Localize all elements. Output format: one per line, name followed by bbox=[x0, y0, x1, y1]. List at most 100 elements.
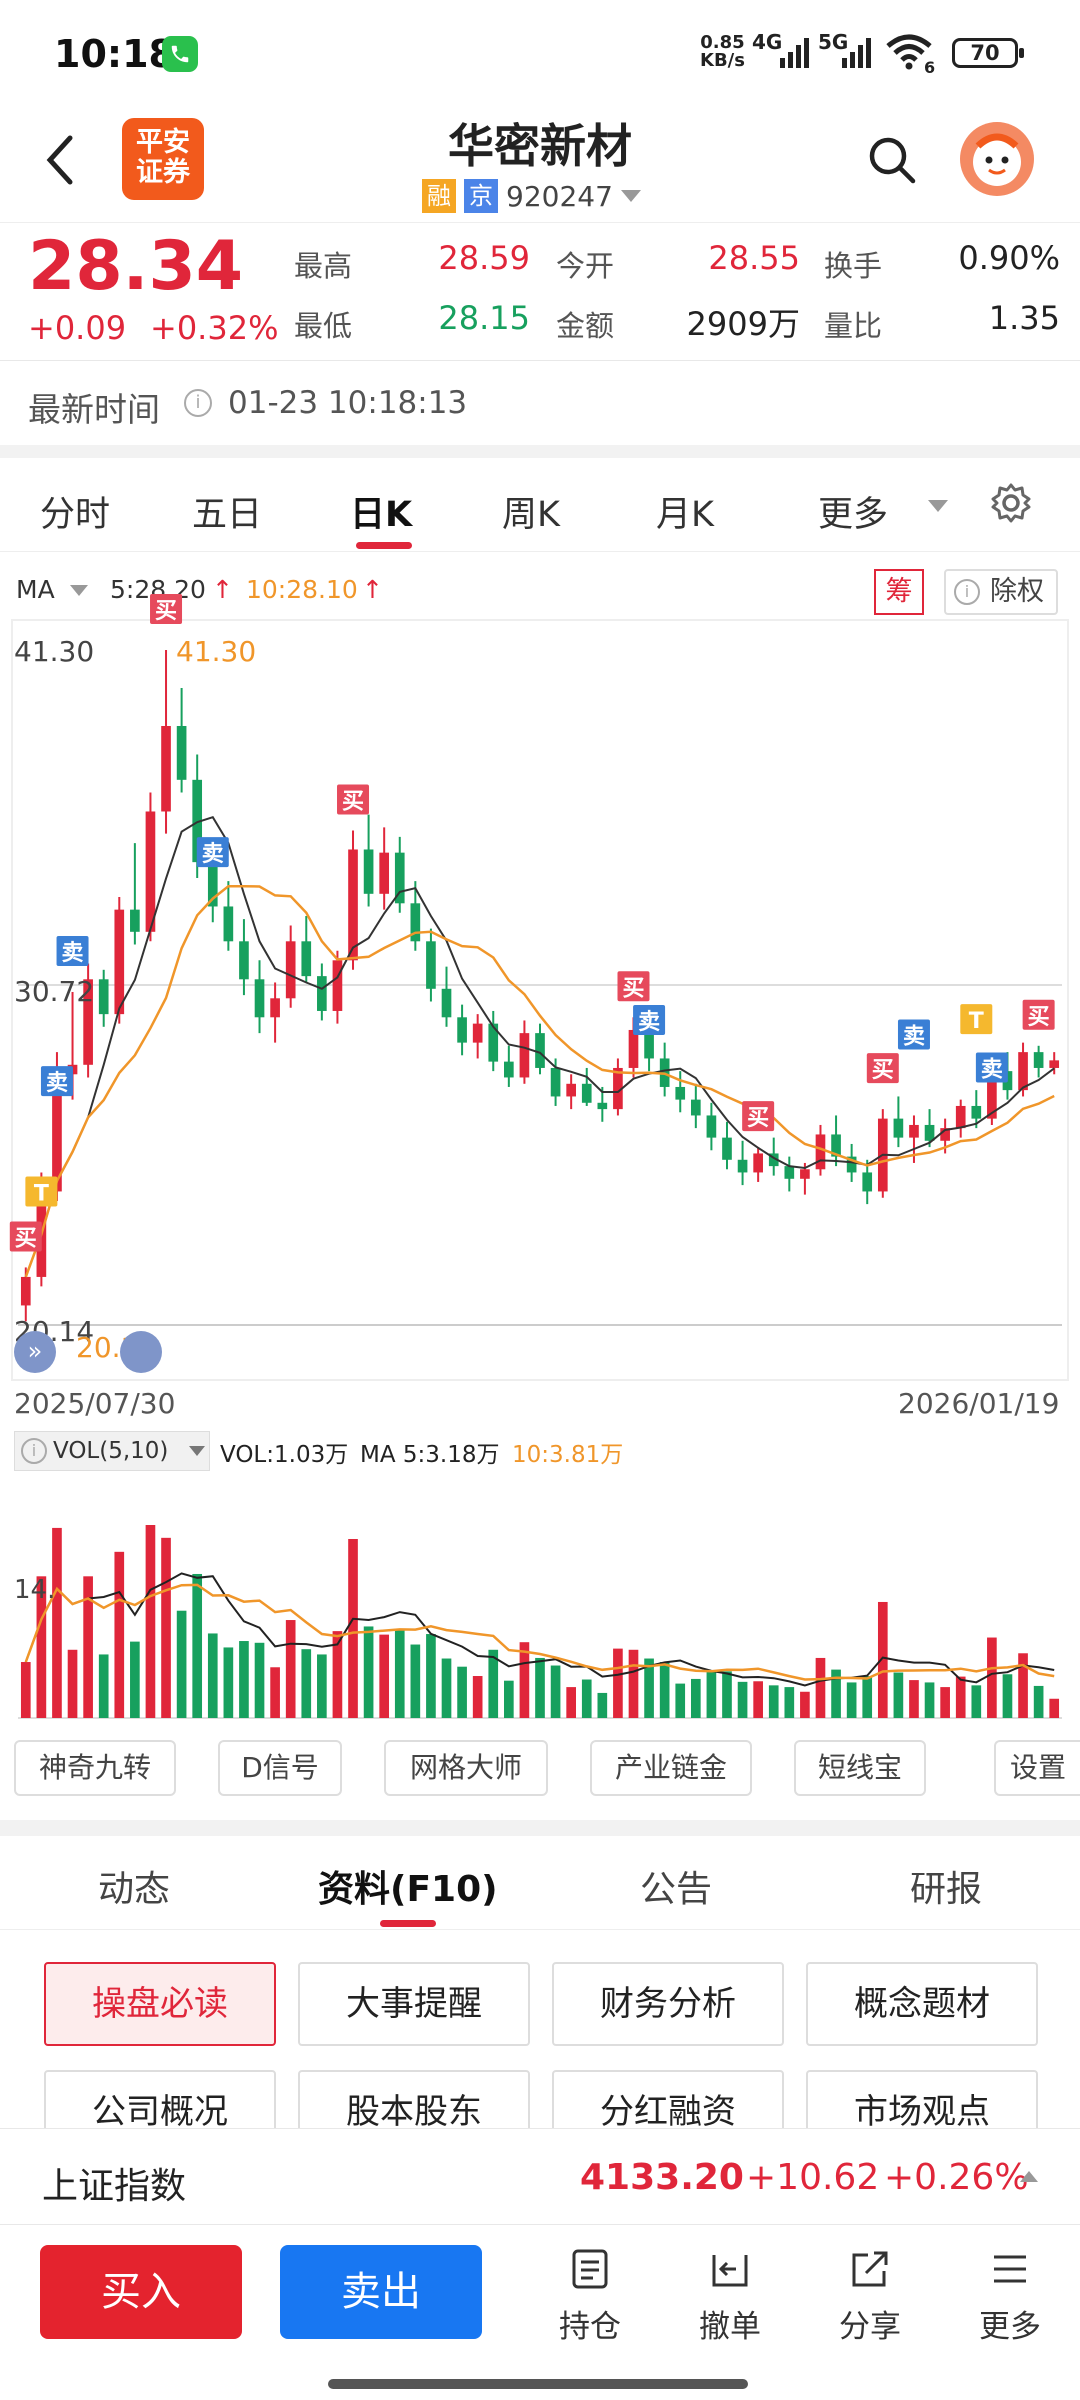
indicator-chain-gold[interactable]: 产业链金 bbox=[590, 1740, 752, 1796]
volume-bar bbox=[877, 1601, 888, 1718]
volume-bar bbox=[379, 1634, 390, 1718]
volume-bar bbox=[363, 1626, 374, 1718]
ex-rights-button[interactable]: i 除权 bbox=[944, 569, 1058, 615]
positions-icon bbox=[572, 2249, 608, 2289]
candle-body bbox=[504, 1061, 514, 1078]
f10-concepts[interactable]: 概念题材 bbox=[806, 1962, 1038, 2046]
chip-distribution-button[interactable]: 筹 bbox=[874, 569, 924, 615]
volume-bar bbox=[737, 1681, 748, 1718]
candle-body bbox=[597, 1102, 608, 1110]
tab-active-indicator bbox=[356, 542, 412, 549]
tab-intraday[interactable]: 分时 bbox=[40, 495, 111, 535]
candle-body bbox=[207, 862, 218, 907]
candle-body bbox=[332, 960, 343, 1011]
margin-tag: 融 bbox=[422, 179, 456, 213]
candle-body bbox=[223, 906, 234, 942]
volume-bar bbox=[955, 1676, 966, 1718]
tab-weekly-k[interactable]: 周K bbox=[502, 495, 560, 535]
nav-more[interactable]: 更多 bbox=[960, 2247, 1060, 2346]
tag-bg bbox=[196, 837, 229, 868]
tab-announcements[interactable]: 公告 bbox=[640, 1869, 713, 1910]
signal-icon bbox=[842, 38, 871, 68]
nav-positions[interactable]: 持仓 bbox=[540, 2247, 640, 2346]
indicator-grid-master[interactable]: 网格大师 bbox=[384, 1740, 548, 1796]
f10-financial-analysis[interactable]: 财务分析 bbox=[552, 1962, 784, 2046]
stock-code: 920247 bbox=[506, 179, 613, 213]
sell-tag: 卖 bbox=[633, 1004, 666, 1035]
tag-text: 卖 bbox=[46, 1070, 68, 1096]
volume-bar bbox=[1002, 1674, 1013, 1718]
candle-body bbox=[426, 941, 436, 989]
stock-code-line[interactable]: 融 京 920247 bbox=[422, 178, 641, 214]
indicator-buttons: 神奇九转 D信号 网格大师 产业链金 短线宝 设置 bbox=[0, 1740, 1080, 1804]
candle-body bbox=[924, 1124, 935, 1141]
turnover-label: 换手 bbox=[824, 249, 883, 283]
volume-bar bbox=[659, 1662, 670, 1718]
index-value: 4133.20 bbox=[580, 2157, 744, 2198]
back-icon[interactable] bbox=[40, 130, 80, 190]
sell-tag: 卖 bbox=[56, 935, 89, 966]
volume-bar bbox=[784, 1687, 795, 1718]
status-bar: 10:18 0.85 KB/s 4G 5G 6 70 bbox=[0, 0, 1080, 100]
status-time: 10:18 bbox=[54, 32, 175, 76]
indicator-short-line[interactable]: 短线宝 bbox=[794, 1740, 926, 1796]
volume-bar bbox=[223, 1647, 234, 1718]
ma-label[interactable]: MA bbox=[16, 575, 55, 604]
info-icon: i bbox=[21, 1438, 47, 1464]
search-icon[interactable] bbox=[866, 134, 918, 186]
candle-body bbox=[410, 903, 421, 942]
settings-gear-icon[interactable] bbox=[990, 482, 1032, 524]
indicator-d-signal[interactable]: D信号 bbox=[218, 1740, 342, 1796]
candle-body bbox=[628, 1029, 639, 1068]
tab-more[interactable]: 更多 bbox=[818, 495, 889, 535]
volume-bar bbox=[706, 1671, 717, 1718]
buy-button[interactable]: 买入 bbox=[40, 2245, 242, 2339]
assistant-avatar-icon[interactable] bbox=[960, 122, 1034, 196]
kline-chart[interactable]: MA 5:28.20 ↑ 10:28.10 ↑ 筹 i 除权 买买卖卖卖买买卖买… bbox=[0, 555, 1080, 1825]
tab-research[interactable]: 研报 bbox=[910, 1869, 983, 1910]
expand-left-icon[interactable]: » bbox=[14, 1331, 56, 1373]
volume-bar bbox=[472, 1676, 483, 1718]
nav-cancel-order[interactable]: 撤单 bbox=[680, 2247, 780, 2346]
tag-bg bbox=[1022, 999, 1055, 1030]
info-icon[interactable]: i bbox=[184, 389, 212, 417]
tab-f10[interactable]: 资料(F10) bbox=[318, 1869, 498, 1910]
tab-news[interactable]: 动态 bbox=[98, 1869, 171, 1910]
tab-monthly-k[interactable]: 月K bbox=[656, 495, 714, 535]
tag-text: 卖 bbox=[903, 1023, 925, 1049]
chevron-up-icon[interactable] bbox=[1020, 2171, 1038, 2182]
candle-body bbox=[831, 1134, 841, 1157]
index-ticker-bar[interactable]: 上证指数 4133.20 +10.62 +0.26% bbox=[0, 2128, 1080, 2224]
candle-body bbox=[862, 1172, 873, 1192]
date-start: 2025/07/30 bbox=[14, 1387, 176, 1420]
tag-text: T bbox=[969, 1009, 984, 1034]
high-value: 28.59 bbox=[438, 239, 530, 277]
tab-five-day[interactable]: 五日 bbox=[192, 495, 263, 535]
f10-events[interactable]: 大事提醒 bbox=[298, 1962, 530, 2046]
index-change: +10.62 bbox=[746, 2157, 880, 2198]
axis-mid-price: 30.72 bbox=[14, 975, 95, 1008]
fullscreen-icon[interactable] bbox=[120, 1331, 162, 1373]
indicator-settings[interactable]: 设置 bbox=[994, 1740, 1080, 1796]
share-icon bbox=[852, 2251, 888, 2287]
cancel-order-icon bbox=[712, 2255, 748, 2287]
tab-daily-k[interactable]: 日K bbox=[350, 495, 413, 535]
candle-body bbox=[1033, 1052, 1044, 1068]
f10-trading-guide[interactable]: 操盘必读 bbox=[44, 1962, 276, 2046]
volume-bar bbox=[675, 1683, 686, 1718]
nav-share[interactable]: 分享 bbox=[820, 2247, 920, 2346]
volume-bar bbox=[768, 1685, 779, 1718]
ma5-line bbox=[24, 816, 1055, 1278]
volume-bar bbox=[535, 1657, 545, 1718]
volume-bar bbox=[862, 1676, 873, 1718]
vol-indicator-select[interactable]: i VOL(5,10) bbox=[14, 1431, 210, 1471]
tag-bg bbox=[337, 784, 370, 815]
candle-body bbox=[239, 941, 249, 980]
candle-body bbox=[784, 1166, 795, 1179]
sell-button[interactable]: 卖出 bbox=[280, 2245, 482, 2339]
tag-text: 买 bbox=[15, 1226, 37, 1251]
candle-body bbox=[20, 1276, 31, 1306]
volume-bar bbox=[613, 1648, 623, 1718]
candle-body bbox=[285, 941, 296, 999]
indicator-nine-turn[interactable]: 神奇九转 bbox=[14, 1740, 176, 1796]
